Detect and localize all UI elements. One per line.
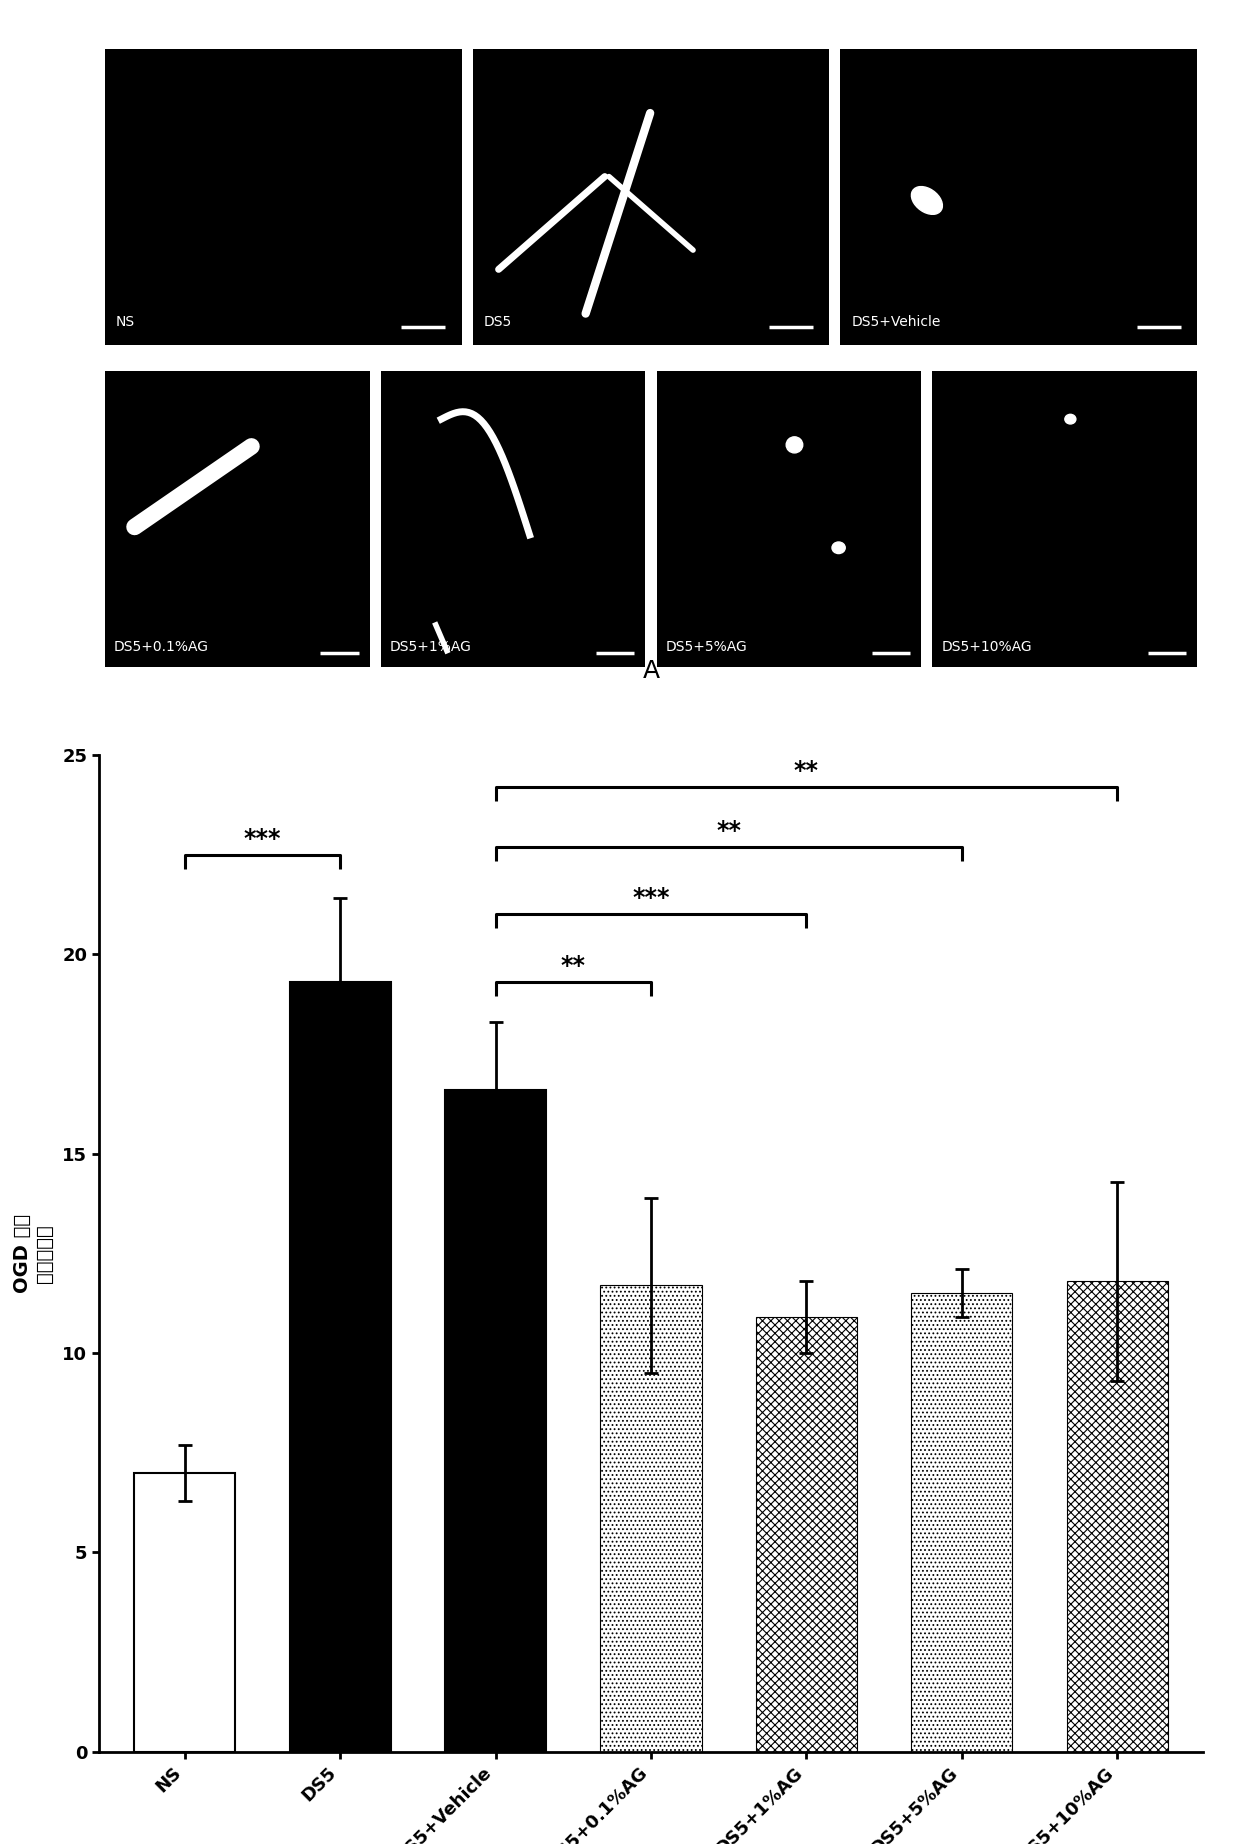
Bar	[932, 371, 1198, 668]
Bar	[600, 1285, 702, 1752]
Bar	[841, 50, 1198, 345]
Ellipse shape	[911, 186, 942, 214]
Ellipse shape	[1065, 415, 1076, 424]
Text: DS5+5%AG: DS5+5%AG	[666, 640, 746, 655]
Text: DS5+10%AG: DS5+10%AG	[941, 640, 1032, 655]
Text: **: **	[794, 758, 818, 784]
Text: NS: NS	[115, 315, 135, 328]
Text: DS5+Vehicle: DS5+Vehicle	[852, 315, 941, 328]
Text: A: A	[642, 658, 660, 682]
Text: DS5+1%AG: DS5+1%AG	[389, 640, 471, 655]
Bar	[104, 371, 370, 668]
Text: **: **	[717, 819, 742, 843]
Text: DS5+0.1%AG: DS5+0.1%AG	[114, 640, 208, 655]
Bar	[290, 983, 391, 1752]
Bar	[911, 1293, 1012, 1752]
Text: **: **	[560, 953, 585, 977]
Text: DS5: DS5	[484, 315, 512, 328]
Y-axis label: OGD 强度
（灰度级）: OGD 强度 （灰度级）	[14, 1213, 55, 1293]
Bar	[134, 1473, 236, 1752]
Bar	[1066, 1282, 1168, 1752]
Bar	[104, 50, 461, 345]
Bar	[1198, 50, 1208, 345]
Bar	[656, 371, 921, 668]
Ellipse shape	[832, 542, 846, 553]
Bar	[445, 1090, 546, 1752]
Bar	[756, 1317, 857, 1752]
Bar	[381, 371, 646, 668]
Text: ***: ***	[632, 887, 670, 911]
Bar	[472, 50, 830, 345]
Ellipse shape	[786, 437, 802, 454]
Text: ***: ***	[243, 826, 281, 850]
